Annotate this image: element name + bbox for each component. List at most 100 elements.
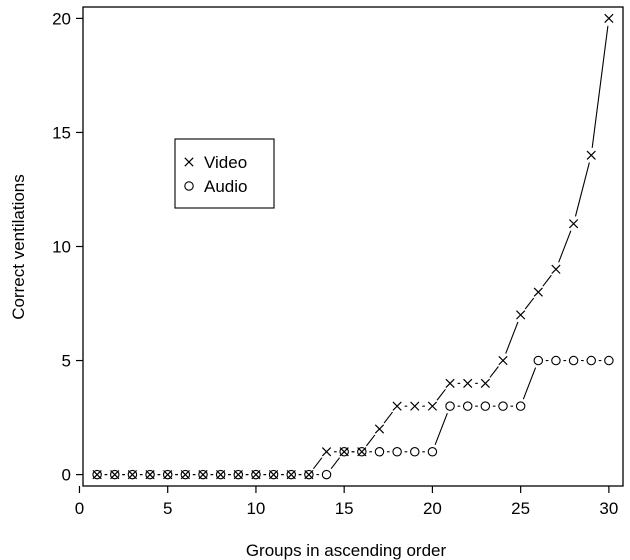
x-tick-label: 30 xyxy=(599,499,618,518)
y-tick-label: 15 xyxy=(52,123,71,142)
audio-point xyxy=(321,469,332,480)
video-point-stroke-b xyxy=(516,310,526,320)
series-group xyxy=(92,13,614,480)
video-point xyxy=(480,378,490,388)
video-point xyxy=(568,219,579,229)
x-tick-label: 5 xyxy=(163,499,172,518)
audio-point xyxy=(568,355,579,366)
x-tick-label: 25 xyxy=(511,499,530,518)
video-line-segment xyxy=(313,457,323,469)
audio-point xyxy=(92,469,102,480)
audio-point xyxy=(180,469,191,480)
video-point xyxy=(374,424,385,434)
audio-point xyxy=(286,469,296,480)
audio-point xyxy=(604,355,614,366)
x-tick-label: 10 xyxy=(246,499,265,518)
audio-point xyxy=(357,447,367,457)
video-point-stroke-b xyxy=(498,355,508,366)
y-tick-label: 0 xyxy=(62,466,71,485)
video-point-stroke-b xyxy=(551,264,561,274)
video-line-segment xyxy=(505,321,519,354)
video-point-stroke-b xyxy=(586,150,596,160)
audio-point xyxy=(198,469,208,480)
video-line-segment xyxy=(591,25,609,148)
video-point xyxy=(392,401,402,411)
x-tick-label: 0 xyxy=(75,499,84,518)
video-point xyxy=(533,287,543,297)
audio-point xyxy=(445,401,455,411)
video-line-segment xyxy=(574,162,590,217)
video-point-stroke-b xyxy=(568,219,579,229)
audio-point xyxy=(392,447,402,457)
video-point-stroke-b xyxy=(604,13,614,24)
video-line-segment xyxy=(383,411,393,424)
audio-point xyxy=(233,469,244,480)
video-point xyxy=(427,401,438,411)
video-point xyxy=(410,401,420,411)
video-point-stroke-b xyxy=(392,401,402,411)
legend-video-marker-stroke-b xyxy=(184,157,194,167)
legend-label-audio: Audio xyxy=(204,177,247,196)
video-point-stroke-b xyxy=(374,424,385,434)
video-point xyxy=(498,355,508,366)
video-point-stroke-b xyxy=(463,378,473,388)
video-point xyxy=(321,447,332,457)
video-point xyxy=(516,310,526,320)
video-point-stroke-b xyxy=(410,401,420,411)
legend-marker-audio xyxy=(184,181,194,191)
y-axis: 0 5 10 15 20 xyxy=(52,9,83,485)
video-line-segment xyxy=(365,434,376,447)
audio-point xyxy=(251,469,261,480)
video-point-stroke-b xyxy=(445,378,455,388)
video-point-stroke-b xyxy=(533,287,543,297)
video-point xyxy=(463,378,473,388)
audio-point xyxy=(462,401,473,411)
video-line-segment xyxy=(524,297,535,310)
plot-frame xyxy=(82,6,624,487)
series-video xyxy=(92,13,614,480)
video-point xyxy=(551,264,561,274)
video-line-segment xyxy=(489,366,499,378)
x-axis: 0 5 10 15 20 25 30 xyxy=(75,486,618,518)
x-tick-label: 20 xyxy=(423,499,442,518)
audio-point xyxy=(215,469,226,480)
video-point-stroke-b xyxy=(321,447,332,457)
legend: Video Audio xyxy=(174,138,275,209)
video-point xyxy=(604,13,614,24)
x-tick-label: 15 xyxy=(335,499,354,518)
y-tick-label: 5 xyxy=(62,352,71,371)
legend-marker-video xyxy=(184,157,194,167)
y-tick-label: 10 xyxy=(52,238,71,257)
audio-point xyxy=(515,401,526,411)
audio-line-segment xyxy=(330,457,341,469)
x-axis-label: Groups in ascending order xyxy=(246,541,447,560)
video-point xyxy=(586,150,596,160)
legend-video-marker xyxy=(184,157,194,167)
video-point-stroke-b xyxy=(427,401,438,411)
video-line-segment xyxy=(542,274,552,287)
audio-point xyxy=(410,447,420,457)
video-line-segment xyxy=(558,230,572,263)
audio-point xyxy=(427,447,438,457)
y-axis-label: Correct ventilations xyxy=(9,174,28,320)
audio-point xyxy=(551,355,561,366)
plot-area xyxy=(82,6,624,487)
audio-point xyxy=(339,447,349,457)
audio-point xyxy=(480,401,491,411)
audio-point xyxy=(586,355,596,366)
audio-point xyxy=(304,469,314,480)
legend-audio-marker xyxy=(184,181,194,191)
video-point xyxy=(445,378,455,388)
audio-point xyxy=(145,469,155,480)
audio-point xyxy=(374,447,385,457)
audio-line-segment xyxy=(434,412,448,445)
audio-line-segment xyxy=(522,367,537,400)
video-line-segment xyxy=(436,388,446,401)
video-point-stroke-b xyxy=(480,378,490,388)
legend-label-video: Video xyxy=(204,153,247,172)
audio-point xyxy=(498,401,508,411)
audio-point xyxy=(110,469,120,480)
series-audio xyxy=(92,355,614,480)
y-tick-label: 20 xyxy=(52,9,71,28)
